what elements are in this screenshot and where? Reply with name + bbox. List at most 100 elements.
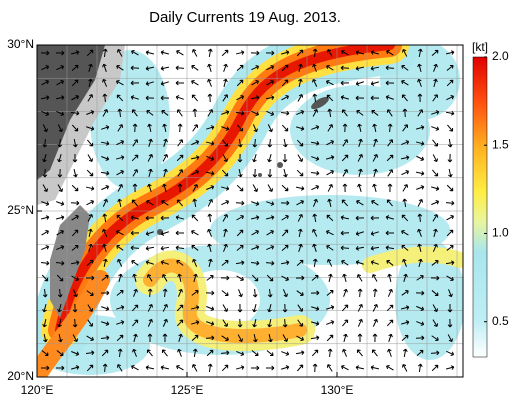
arrow	[417, 63, 422, 72]
arrow	[356, 109, 364, 116]
arrow	[401, 364, 408, 372]
arrow	[372, 303, 379, 312]
arrow	[191, 94, 198, 102]
arrow	[192, 184, 199, 192]
arrow	[386, 199, 393, 207]
arrow	[191, 64, 199, 71]
arrow	[446, 95, 455, 101]
arrow	[42, 304, 47, 313]
arrow	[341, 304, 349, 312]
arrow	[385, 230, 395, 236]
arrow	[325, 230, 334, 236]
arrow	[265, 260, 275, 266]
arrow	[403, 348, 408, 358]
arrow	[370, 365, 380, 370]
arrow	[133, 288, 138, 297]
arrow	[340, 245, 350, 251]
arrow	[56, 229, 64, 236]
arrow	[146, 109, 154, 116]
arrow	[298, 228, 303, 238]
arrow	[223, 63, 228, 72]
arrow	[402, 48, 408, 57]
arrow	[100, 141, 110, 146]
arrow	[280, 110, 290, 116]
arrow	[355, 66, 365, 71]
arrow	[431, 290, 439, 297]
arrow	[415, 335, 425, 341]
arrow	[417, 109, 424, 117]
arrow	[132, 319, 139, 327]
arrow	[146, 274, 153, 282]
arrow	[341, 49, 349, 56]
arrow	[401, 229, 409, 236]
arrow	[101, 349, 109, 357]
arrow	[267, 288, 273, 298]
arrow	[117, 348, 123, 358]
arrow	[41, 350, 49, 357]
arrow	[370, 260, 379, 265]
arrow	[432, 304, 439, 312]
arrow	[401, 289, 409, 296]
arrow	[251, 79, 259, 86]
arrow	[191, 305, 200, 310]
arrow	[417, 363, 423, 373]
arrow	[131, 199, 139, 207]
arrow	[357, 183, 362, 192]
map-title: Daily Currents 19 Aug. 2013.	[149, 9, 341, 26]
arrow	[102, 109, 109, 117]
arrow	[86, 169, 94, 177]
arrow	[310, 140, 320, 146]
arrow	[401, 94, 408, 102]
arrow	[311, 306, 320, 311]
arrow	[190, 155, 200, 160]
arrow	[417, 243, 422, 253]
arrow	[357, 123, 362, 133]
arrow	[87, 154, 94, 162]
arrow	[207, 48, 213, 58]
arrow	[297, 94, 304, 102]
arrow	[56, 201, 65, 206]
arrow	[237, 303, 243, 313]
arrow	[252, 184, 259, 192]
arrow	[207, 78, 212, 87]
y-tick-label: 25°N	[7, 203, 34, 217]
arrow	[267, 124, 273, 133]
arrow	[102, 198, 108, 207]
arrow	[86, 364, 94, 372]
arrow	[446, 350, 455, 356]
arrow	[251, 245, 260, 250]
arrow	[176, 154, 184, 162]
arrow	[238, 289, 243, 298]
arrow	[447, 303, 453, 313]
arrow	[252, 168, 258, 178]
arrow	[205, 335, 215, 341]
arrow	[102, 228, 108, 237]
arrow	[298, 63, 303, 72]
arrow	[371, 199, 379, 206]
arrow	[357, 154, 364, 162]
arrow	[56, 245, 65, 251]
arrow	[326, 244, 334, 251]
arrow	[311, 156, 320, 161]
arrow	[385, 215, 394, 220]
arrow	[296, 169, 304, 177]
arrow	[370, 50, 379, 55]
arrow	[237, 334, 244, 342]
arrow	[432, 169, 439, 177]
arrow	[297, 213, 303, 222]
arrow	[370, 215, 380, 221]
arrow	[385, 245, 395, 251]
arrow	[176, 49, 184, 56]
arrow	[310, 170, 320, 176]
arrow	[207, 243, 212, 252]
arrow	[431, 110, 440, 115]
arrow	[160, 81, 169, 86]
arrow	[175, 245, 185, 251]
arrow	[312, 93, 318, 103]
arrow	[296, 259, 304, 267]
arrow	[206, 306, 215, 311]
arrow	[341, 154, 349, 162]
arrow	[370, 231, 379, 236]
arrow	[207, 109, 214, 117]
